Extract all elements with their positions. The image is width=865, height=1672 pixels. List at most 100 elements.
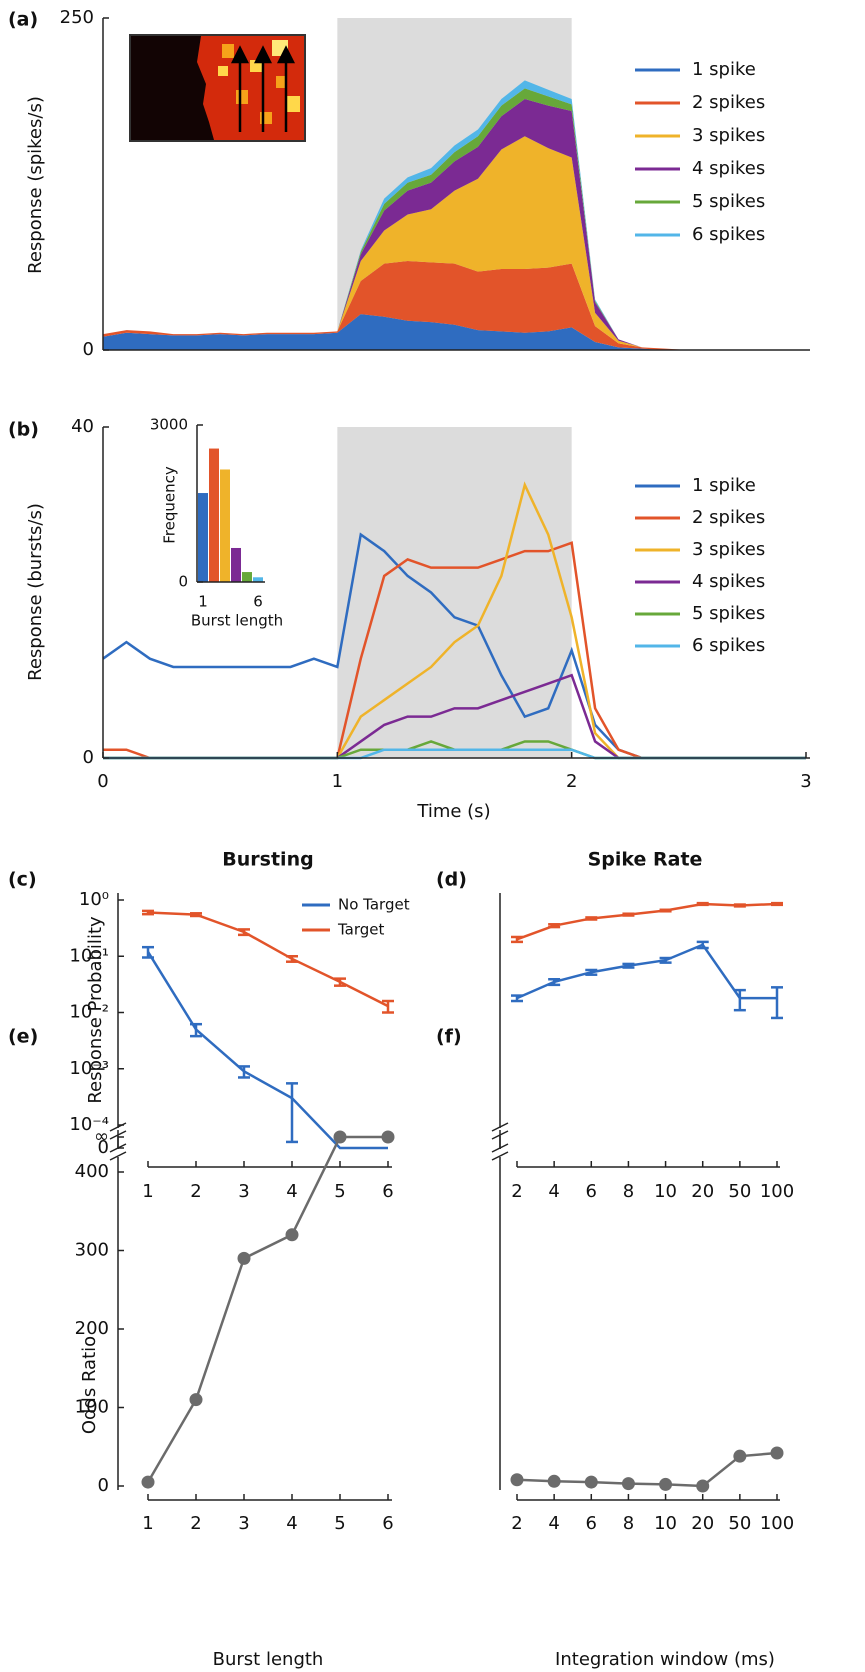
line	[148, 1137, 388, 1482]
marker	[733, 1450, 746, 1463]
x-tick-label: 1	[332, 771, 343, 792]
panel-label: (e)	[8, 1026, 38, 1048]
marker	[659, 1478, 672, 1491]
panel-title: Spike Rate	[588, 849, 703, 871]
legend-label: 5 spikes	[692, 603, 765, 624]
error-bar	[238, 929, 250, 934]
x-tick-label: 50	[728, 1513, 751, 1534]
y-tick-label: 0	[83, 747, 94, 768]
x-tick-label: 100	[760, 1181, 794, 1202]
x-tick-label: 6	[586, 1181, 597, 1202]
figure: 02501 spike2 spikes3 spikes4 spikes5 spi…	[0, 0, 865, 1672]
y-tick-label: ∞	[94, 1126, 109, 1147]
bar	[198, 493, 208, 582]
legend-label: 2 spikes	[692, 507, 765, 528]
y-tick-label: 0	[178, 573, 188, 591]
marker	[142, 1476, 155, 1489]
bar	[220, 469, 230, 582]
marker	[585, 1476, 598, 1489]
y-tick-label: 300	[75, 1240, 109, 1261]
y-axis-label: Response (bursts/s)	[25, 503, 46, 681]
x-tick-label: 1	[198, 593, 208, 611]
legend-label: 1 spike	[692, 475, 756, 496]
marker	[238, 1252, 251, 1265]
legend-label: 1 spike	[692, 59, 756, 80]
error-bar	[511, 996, 523, 1001]
x-tick-label: 100	[760, 1513, 794, 1534]
y-tick-label: 400	[75, 1161, 109, 1182]
y-tick-label: 10⁰	[79, 889, 109, 910]
x-tick-label: 10	[654, 1181, 677, 1202]
panel-label: (a)	[8, 9, 38, 31]
error-bar	[771, 903, 783, 905]
legend-label: 6 spikes	[692, 224, 765, 245]
error-bar	[660, 910, 672, 912]
x-tick-label: 2	[511, 1513, 522, 1534]
legend-label: 6 spikes	[692, 635, 765, 656]
y-tick-label: 40	[71, 416, 94, 437]
error-bar	[286, 956, 298, 961]
x-tick-label: 3	[238, 1513, 249, 1534]
bar	[209, 449, 219, 582]
x-tick-label: 8	[623, 1513, 634, 1534]
x-tick-label: 20	[691, 1513, 714, 1534]
marker	[771, 1447, 784, 1460]
legend-label: 4 spikes	[692, 571, 765, 592]
error-bar	[622, 914, 634, 916]
panel-label: (f)	[436, 1026, 462, 1048]
y-tick-label: 0	[83, 339, 94, 360]
legend-label: 3 spikes	[692, 125, 765, 146]
panel-label: (d)	[436, 869, 467, 891]
panel-title: Bursting	[222, 849, 313, 871]
x-axis-label: Time (s)	[416, 801, 490, 822]
x-tick-label: 50	[728, 1181, 751, 1202]
x-tick-label: 1	[142, 1181, 153, 1202]
x-tick-label: 6	[586, 1513, 597, 1534]
x-tick-label: 4	[548, 1513, 559, 1534]
marker	[190, 1393, 203, 1406]
y-axis-label: Response Probability	[85, 916, 106, 1104]
y-tick-label: 250	[60, 7, 94, 28]
legend-label: 3 spikes	[692, 539, 765, 560]
x-tick-label: 4	[286, 1513, 297, 1534]
y-tick-label: 3000	[150, 416, 188, 434]
bar	[231, 548, 241, 582]
x-tick-label: 8	[623, 1181, 634, 1202]
x-tick-label: 2	[190, 1513, 201, 1534]
marker	[511, 1473, 524, 1486]
legend-label: 5 spikes	[692, 191, 765, 212]
x-tick-label: 6	[382, 1513, 393, 1534]
legend-label: 2 spikes	[692, 92, 765, 113]
error-bar	[585, 917, 597, 919]
y-axis-label: Response (spikes/s)	[25, 96, 46, 274]
bar	[242, 572, 252, 582]
x-tick-label: 2	[511, 1181, 522, 1202]
x-axis-label: Integration window (ms)	[555, 1649, 775, 1670]
x-tick-label: 6	[253, 593, 263, 611]
x-tick-label: 4	[548, 1181, 559, 1202]
panel-label: (c)	[8, 869, 37, 891]
line	[148, 952, 388, 1148]
x-tick-label: 4	[286, 1181, 297, 1202]
y-axis-label: Odds Ratio	[79, 1336, 100, 1434]
y-axis-label: Frequency	[161, 466, 179, 544]
marker	[696, 1480, 709, 1493]
x-tick-label: 2	[190, 1181, 201, 1202]
error-bar	[771, 987, 783, 1018]
error-bar	[334, 979, 346, 986]
x-tick-label: 10	[654, 1513, 677, 1534]
x-tick-label: 5	[334, 1513, 345, 1534]
marker	[622, 1477, 635, 1490]
error-bar	[697, 942, 709, 948]
x-tick-label: 5	[334, 1181, 345, 1202]
error-bar	[286, 1083, 298, 1142]
marker	[382, 1131, 395, 1144]
y-tick-label: 0	[98, 1475, 109, 1496]
marker	[286, 1228, 299, 1241]
heatmap-inset	[130, 35, 305, 141]
x-tick-label: 6	[382, 1181, 393, 1202]
error-bar	[142, 947, 154, 957]
x-axis-label: Burst length	[191, 612, 283, 630]
x-tick-label: 3	[238, 1181, 249, 1202]
marker	[548, 1475, 561, 1488]
